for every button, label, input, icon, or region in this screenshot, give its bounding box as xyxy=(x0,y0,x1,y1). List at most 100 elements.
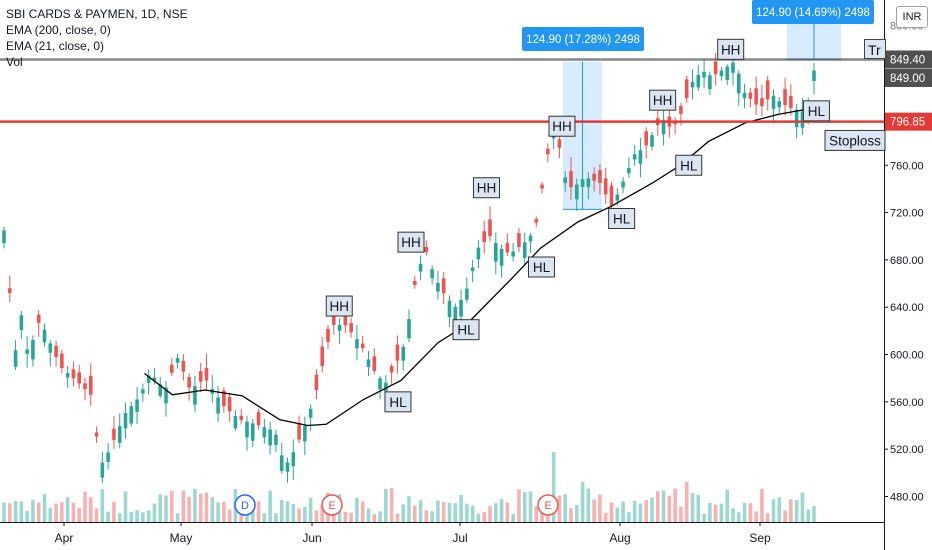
candle-body xyxy=(100,462,105,478)
volume-bar xyxy=(355,498,359,522)
volume-bar xyxy=(314,510,319,522)
candle-body xyxy=(754,88,758,105)
candle-body xyxy=(812,70,816,81)
swing-label: HL xyxy=(533,260,551,275)
event-marker-label: E xyxy=(544,500,551,512)
volume-bar xyxy=(2,502,6,522)
candle-body xyxy=(598,170,602,183)
volume-bar xyxy=(146,510,151,522)
y-tick-label: 520.00 xyxy=(890,444,924,456)
volume-bar xyxy=(777,497,782,522)
volume-legend[interactable]: Vol xyxy=(6,55,23,69)
candle-body xyxy=(488,219,492,237)
volume-bar xyxy=(308,497,313,522)
volume-bar xyxy=(650,497,654,522)
candle-body xyxy=(621,181,625,188)
candle-body xyxy=(424,247,429,253)
candle-body xyxy=(175,357,180,363)
y-tick-label: 760.00 xyxy=(890,160,924,172)
candle-body xyxy=(42,329,47,343)
volume-bar xyxy=(800,492,805,522)
volume-bar xyxy=(476,513,481,522)
candle-body xyxy=(684,79,689,99)
volume-bar xyxy=(708,502,712,522)
candle-body xyxy=(742,92,747,99)
ema21-line xyxy=(144,107,811,427)
candle-body xyxy=(193,386,197,405)
volume-bar xyxy=(638,503,643,522)
volume-bar xyxy=(679,506,683,522)
swing-label: HL xyxy=(613,211,631,226)
currency-button[interactable]: INR xyxy=(896,6,928,28)
volume-bar xyxy=(621,501,625,522)
swing-label-box xyxy=(473,177,501,199)
volume-bar xyxy=(644,500,649,522)
y-tick-label: 600.00 xyxy=(890,350,924,362)
candle-body xyxy=(372,356,377,371)
swing-label: HL xyxy=(808,104,826,119)
candle-body xyxy=(158,384,163,396)
ema200-legend[interactable]: EMA (200, close, 0) xyxy=(6,23,111,37)
earnings-marker xyxy=(321,494,343,516)
volume-bar xyxy=(684,482,689,522)
ema21-legend[interactable]: EMA (21, close, 0) xyxy=(6,39,105,53)
candle-body xyxy=(25,349,29,354)
candle-body xyxy=(713,61,718,75)
text-annotation-partial: Tr xyxy=(864,39,886,59)
volume-bar xyxy=(384,489,388,522)
candle-body xyxy=(222,390,226,407)
candle-body xyxy=(708,75,712,90)
volume-bar xyxy=(586,488,591,522)
volume-bar xyxy=(569,508,573,522)
volume-bar xyxy=(418,500,423,522)
candle-body xyxy=(65,373,70,378)
candle-body xyxy=(13,350,18,367)
candle-body xyxy=(800,111,805,128)
volume-bar xyxy=(407,496,411,522)
volume-bar xyxy=(71,502,76,522)
volume-bar xyxy=(135,510,139,522)
volume-bar xyxy=(430,511,434,522)
measure-label: 124.90 (14.69%) 2498 xyxy=(756,7,870,19)
volume-bar xyxy=(268,490,272,522)
volume-bar xyxy=(696,494,701,522)
candle-body xyxy=(94,432,99,437)
volume-bar xyxy=(297,508,301,522)
volume-bar xyxy=(499,499,504,522)
volume-bar xyxy=(65,497,70,522)
volume-bar xyxy=(401,504,406,522)
price-axis-marker-label: 796.85 xyxy=(890,117,925,129)
candle-body xyxy=(765,80,770,100)
candle-body xyxy=(696,75,701,88)
candle-body xyxy=(638,150,643,164)
candle-body xyxy=(181,360,186,372)
volume-bar xyxy=(94,508,99,522)
price-axis-marker-label: 849.40 xyxy=(890,54,925,66)
candle-body xyxy=(702,71,706,78)
candle-body xyxy=(609,185,614,206)
volume-bar xyxy=(187,496,191,522)
volume-bar xyxy=(366,508,371,522)
candle-body xyxy=(499,248,504,266)
candle-body xyxy=(384,382,388,392)
candle-body xyxy=(522,242,527,258)
volume-bar xyxy=(117,513,122,522)
volume-bar xyxy=(765,513,770,522)
swing-label-box xyxy=(802,100,830,122)
volume-bar xyxy=(690,493,695,522)
volume-bar xyxy=(725,489,730,522)
candle-body xyxy=(540,184,544,189)
volume-bar xyxy=(256,501,261,522)
volume-bar xyxy=(48,507,53,522)
volume-bar xyxy=(736,512,741,522)
swing-label-box xyxy=(397,231,425,253)
volume-bar xyxy=(459,495,463,522)
swing-label: HH xyxy=(721,42,741,57)
volume-bar xyxy=(574,505,579,522)
volume-bar xyxy=(812,506,816,522)
symbol-title[interactable]: SBI CARDS & PAYMEN, 1D, NSE xyxy=(6,7,188,21)
swing-label: HH xyxy=(329,299,349,314)
candle-body xyxy=(314,374,319,391)
chart-legend: SBI CARDS & PAYMEN, 1D, NSE EMA (200, cl… xyxy=(6,6,188,70)
